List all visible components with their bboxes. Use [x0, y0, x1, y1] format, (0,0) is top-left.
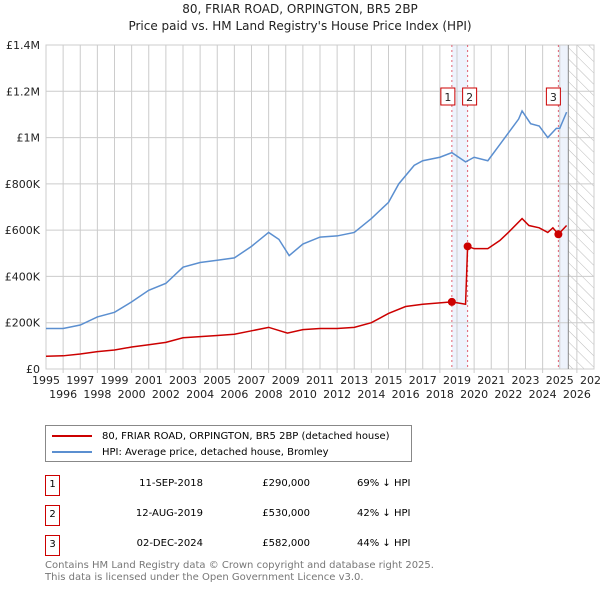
legend-swatch-red [52, 435, 92, 437]
x-tick-label: 1999 [101, 374, 129, 387]
footer-line: Contains HM Land Registry data © Crown c… [45, 560, 434, 571]
plot-border [45, 44, 595, 370]
y-tick-label: £800K [5, 178, 41, 191]
sale-point [447, 297, 456, 306]
hpi-line [46, 109, 568, 330]
sale-marker-label: 1 [45, 475, 60, 496]
sale-marker-label: 3 [45, 535, 60, 556]
sale-hpi: 42% ↓ HPI [357, 508, 411, 519]
x-tick-label: 1995 [32, 374, 60, 387]
y-tick-label: £400K [5, 270, 41, 283]
y-tick-label: £200K [5, 317, 41, 330]
sale-point [463, 242, 472, 251]
property-line [45, 217, 568, 358]
footer: Contains HM Land Registry data © Crown c… [45, 560, 434, 584]
sale-price: £582,000 [262, 538, 310, 549]
sale-box [440, 87, 456, 106]
sale-box-label: 1 [444, 91, 451, 104]
sale-box-label: 2 [466, 91, 473, 104]
x-tick-label: 2002 [152, 388, 180, 401]
y-tick-label: £600K [5, 224, 41, 237]
x-tick-label: 2000 [118, 388, 146, 401]
x-tick-label: 2027 [580, 374, 600, 387]
sale-price: £530,000 [262, 508, 310, 519]
x-tick-label: 2004 [186, 388, 214, 401]
sale-hpi: 69% ↓ HPI [357, 478, 411, 489]
x-tick-label: 2026 [563, 388, 591, 401]
forecast-hatch [568, 45, 594, 369]
plot-area: 1995199619971998199920002001200220032004… [5, 39, 600, 401]
legend: 80, FRIAR ROAD, ORPINGTON, BR5 2BP (deta… [45, 425, 412, 462]
x-tick-label: 2010 [289, 388, 317, 401]
x-tick-label: 2001 [135, 374, 163, 387]
sale-hpi: 44% ↓ HPI [357, 538, 411, 549]
x-tick-label: 2023 [512, 374, 540, 387]
legend-label: 80, FRIAR ROAD, ORPINGTON, BR5 2BP (deta… [102, 430, 390, 442]
x-tick-label: 1998 [83, 388, 111, 401]
legend-item-hpi: HPI: Average price, detached house, Brom… [52, 444, 329, 460]
sale-point [554, 230, 563, 239]
x-tick-label: 2007 [238, 374, 266, 387]
y-tick-label: £1M [17, 132, 41, 145]
x-tick-label: 2020 [460, 388, 488, 401]
sale-box-label: 3 [550, 91, 557, 104]
x-tick-label: 1997 [66, 374, 94, 387]
x-tick-label: 2017 [409, 374, 437, 387]
sale-date: 12-AUG-2019 [135, 508, 203, 519]
sale-box [545, 87, 561, 106]
x-tick-label: 2013 [340, 374, 368, 387]
sale-marker-label: 2 [45, 505, 60, 526]
sale-date: 02-DEC-2024 [136, 538, 203, 549]
sale-date: 11-SEP-2018 [139, 478, 203, 489]
sale-box [462, 87, 478, 106]
y-tick-label: £0 [26, 363, 40, 376]
sale-price: £290,000 [262, 478, 310, 489]
x-tick-label: 2011 [306, 374, 334, 387]
footer-line: This data is licensed under the Open Gov… [45, 572, 364, 583]
x-tick-label: 2012 [323, 388, 351, 401]
y-tick-label: £1.2M [6, 85, 40, 98]
legend-swatch-blue [52, 451, 92, 453]
x-tick-label: 2016 [392, 388, 420, 401]
x-tick-label: 2018 [426, 388, 454, 401]
y-tick-label: £1.4M [6, 39, 40, 52]
x-tick-label: 1996 [49, 388, 77, 401]
x-tick-label: 2025 [546, 374, 574, 387]
x-tick-label: 2019 [443, 374, 471, 387]
x-tick-label: 2024 [529, 388, 557, 401]
x-tick-label: 2008 [255, 388, 283, 401]
legend-item-property: 80, FRIAR ROAD, ORPINGTON, BR5 2BP (deta… [52, 428, 390, 444]
x-tick-label: 2003 [169, 374, 197, 387]
x-tick-label: 2022 [494, 388, 522, 401]
sale-band [451, 45, 468, 369]
chart-subtitle: Price paid vs. HM Land Registry's House … [128, 19, 472, 33]
x-tick-label: 2014 [357, 388, 385, 401]
legend-label: HPI: Average price, detached house, Brom… [102, 446, 329, 458]
sale-band [558, 45, 569, 369]
x-tick-label: 2009 [272, 374, 300, 387]
x-tick-label: 2021 [477, 374, 505, 387]
x-tick-label: 2015 [375, 374, 403, 387]
x-tick-label: 2006 [220, 388, 248, 401]
chart-title: 80, FRIAR ROAD, ORPINGTON, BR5 2BP [182, 2, 418, 16]
x-tick-label: 2005 [203, 374, 231, 387]
